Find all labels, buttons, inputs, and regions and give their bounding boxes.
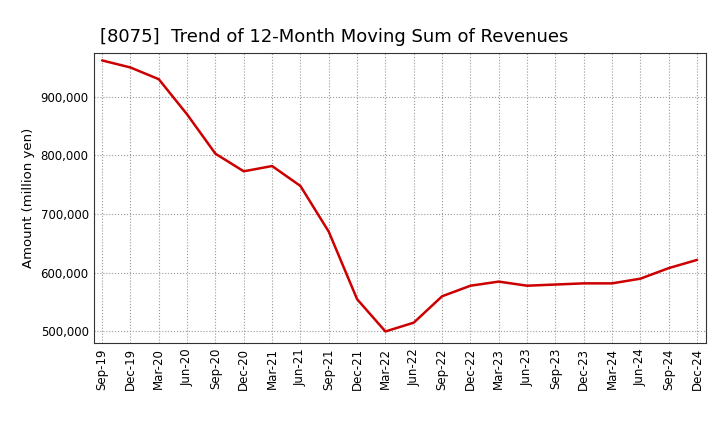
Text: [8075]  Trend of 12-Month Moving Sum of Revenues: [8075] Trend of 12-Month Moving Sum of R…	[99, 28, 568, 46]
Y-axis label: Amount (million yen): Amount (million yen)	[22, 128, 35, 268]
